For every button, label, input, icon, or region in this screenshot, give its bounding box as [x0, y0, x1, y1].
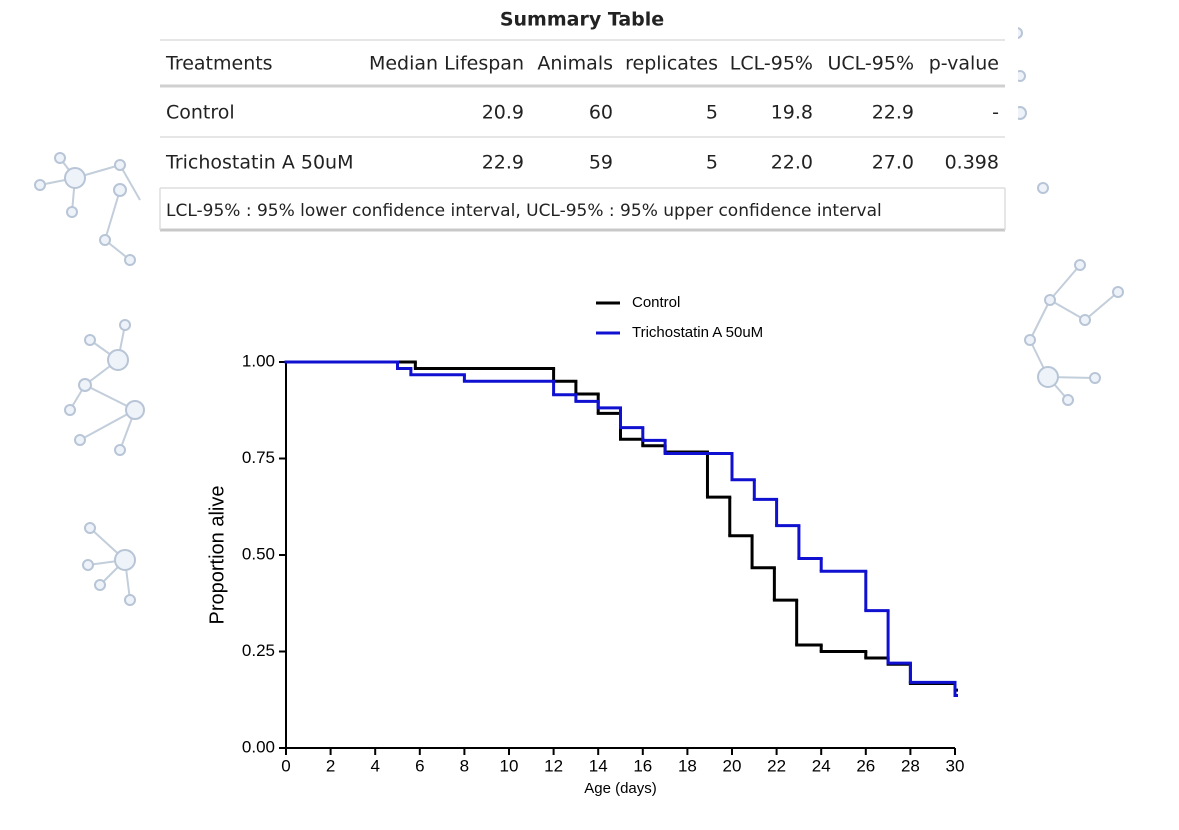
y-tick-label: 0.50	[242, 544, 275, 563]
table-cell: 27.0	[872, 152, 914, 174]
y-tick-label: 0.00	[242, 737, 275, 756]
table-cell: 22.9	[482, 152, 524, 174]
x-tick-label: 16	[633, 756, 652, 775]
x-tick-label: 14	[589, 756, 608, 775]
x-tick-label: 6	[415, 756, 424, 775]
column-header: LCL-95%	[730, 53, 813, 75]
legend-label: Control	[632, 294, 680, 311]
table-title: Summary Table	[500, 9, 664, 31]
content-panel	[148, 0, 1018, 830]
table-footnote: LCL-95% : 95% lower confidence interval,…	[166, 201, 882, 221]
column-header: replicates	[625, 53, 718, 75]
y-tick-label: 1.00	[242, 351, 275, 370]
column-header: UCL-95%	[827, 53, 914, 75]
summary-table: Summary Table Treatments Median Lifespan A…	[159, 9, 1006, 232]
table-cell: 60	[589, 102, 613, 124]
x-tick-label: 4	[370, 756, 379, 775]
x-tick-label: 12	[544, 756, 563, 775]
table-cell: -	[992, 102, 999, 124]
x-tick-label: 20	[723, 756, 742, 775]
x-tick-label: 28	[901, 756, 920, 775]
x-tick-label: 2	[326, 756, 335, 775]
x-tick-label: 10	[500, 756, 519, 775]
column-header: p-value	[929, 53, 999, 75]
table-cell: 19.8	[771, 102, 813, 124]
table-cell: 20.9	[482, 102, 524, 124]
legend-label: Trichostatin A 50uM	[632, 324, 763, 341]
table-cell: Control	[166, 102, 235, 124]
table-cell: 0.398	[945, 152, 999, 174]
x-tick-label: 18	[678, 756, 697, 775]
y-axis-label: Proportion alive	[206, 486, 228, 625]
x-tick-label: 30	[946, 756, 965, 775]
table-cell: 22.9	[872, 102, 914, 124]
y-tick-label: 0.75	[242, 448, 275, 467]
y-tick-label: 0.25	[242, 641, 275, 660]
x-tick-label: 0	[281, 756, 290, 775]
column-header: Animals	[537, 53, 613, 75]
x-tick-label: 24	[812, 756, 831, 775]
table-cell: 5	[706, 152, 718, 174]
table-cell: 22.0	[771, 152, 813, 174]
table-cell: 59	[589, 152, 613, 174]
x-tick-label: 8	[460, 756, 469, 775]
table-cell: 5	[706, 102, 718, 124]
table-cell: Trichostatin A 50uM	[165, 152, 353, 174]
x-axis-label: Age (days)	[584, 780, 657, 797]
column-header: Treatments	[165, 53, 273, 75]
column-header: Median Lifespan	[369, 53, 524, 75]
x-tick-label: 22	[767, 756, 786, 775]
survival-chart: 0.000.250.500.751.000 2 4 6 8 10 12 14 16 18 20 22 2…	[206, 294, 964, 797]
x-tick-label: 26	[856, 756, 875, 775]
